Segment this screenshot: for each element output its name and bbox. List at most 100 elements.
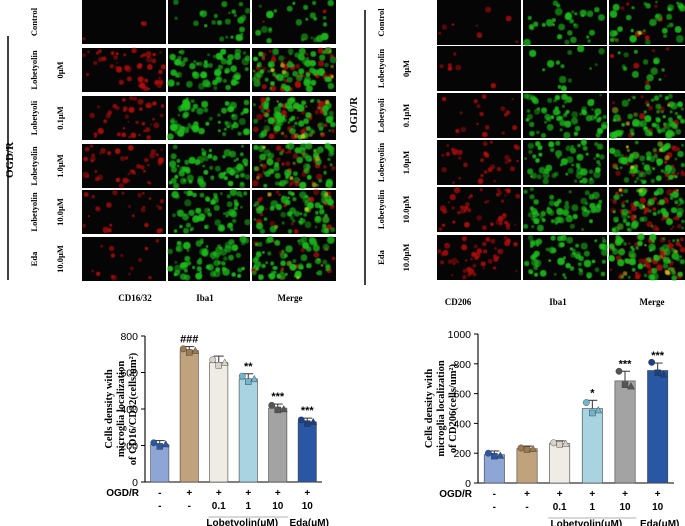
bar <box>179 350 199 483</box>
condition-value: 1 <box>590 502 596 513</box>
micrograph-r1-red <box>82 0 166 44</box>
row-label-agent: Lobetyolin <box>376 49 386 88</box>
condition-row-label: OGD/R <box>106 488 140 499</box>
data-point <box>304 420 311 427</box>
row-label-agent: Control <box>29 7 39 36</box>
data-point <box>621 381 629 388</box>
row-label-agent: Lobetyolin <box>29 50 39 89</box>
micrograph-r4-red <box>82 144 166 189</box>
condition-value: + <box>622 489 628 500</box>
condition-value: - <box>158 501 161 512</box>
data-point <box>268 401 276 409</box>
y-tick-label: 600 <box>453 389 471 401</box>
group-label-eda: Eda(μM) <box>640 519 679 526</box>
group-label-lobetyolin: Lobetyolin(μM) <box>206 518 278 526</box>
condition-value: 0.1 <box>212 501 226 512</box>
row-label-dose: 10.0μM <box>55 245 65 273</box>
micrograph-r6-red <box>82 237 166 281</box>
row-label-agent: Lobetyoli <box>376 98 386 133</box>
micrograph-r5-merge <box>252 188 336 234</box>
left-group-label: OGD/R <box>4 141 16 178</box>
micrograph-r4-merge <box>252 142 336 189</box>
condition-value: + <box>216 488 222 499</box>
micrograph-r2-merge <box>609 46 685 91</box>
micrograph-r5-green <box>168 188 251 234</box>
significance-label: *** <box>619 358 633 370</box>
left-microscopy-panel: OGD/R Control Lobetyolin 0μM Lobetyoli 0.1μM… <box>4 0 337 303</box>
data-point <box>582 399 590 406</box>
row-label-agent: Eda <box>29 251 39 266</box>
data-point <box>496 451 505 459</box>
micrograph-r6-merge <box>608 233 685 281</box>
y-tick-label: 800 <box>120 331 138 343</box>
data-point <box>589 409 596 417</box>
micrograph-r2-red <box>82 47 167 92</box>
bar <box>297 421 317 483</box>
row-label-agent: Lobetyolin <box>376 143 386 182</box>
row-label-dose: 0.1μM <box>55 106 65 129</box>
data-point <box>484 449 492 457</box>
y-tick-label: 0 <box>132 477 138 489</box>
y-tick-label: 1000 <box>448 329 472 341</box>
y-axis-label: Cells density with <box>104 369 115 449</box>
bar-chart-cd1632: 0 200 400 600 800 Cells density with microglia… <box>104 331 329 526</box>
row-label-dose: 0μM <box>401 60 411 77</box>
row-label-agent: Lobetyolin <box>29 146 39 185</box>
condition-value: - <box>493 502 496 513</box>
micrograph-r5-green <box>523 187 607 232</box>
data-point <box>238 372 246 380</box>
row-label-agent: Lobetyolin <box>376 190 386 229</box>
micrograph-r1-green <box>168 0 251 44</box>
condition-value: 1 <box>245 501 251 512</box>
data-point <box>491 452 498 460</box>
row-label-agent: Eda <box>376 249 386 264</box>
y-tick-label: 800 <box>453 359 471 371</box>
bar <box>549 443 571 484</box>
y-tick-label: 600 <box>120 368 138 380</box>
micrograph-r2-green <box>167 48 251 92</box>
data-point <box>659 370 668 378</box>
condition-value: - <box>525 502 528 513</box>
right-col-label-cd206: CD206 <box>445 297 472 307</box>
right-image-grid <box>437 0 685 281</box>
micrograph-r2-merge <box>251 47 337 93</box>
left-col-label-cd1632: CD16/32 <box>118 293 152 303</box>
group-label-eda: Eda(μM) <box>290 518 329 526</box>
data-point <box>561 439 570 447</box>
condition-value: 10 <box>652 502 664 513</box>
row-label-dose: 10.0μM <box>401 244 411 272</box>
row-label-agent: Lobetyoli <box>29 100 39 135</box>
condition-value: + <box>655 489 661 500</box>
y-axis-label: microglia localization <box>436 360 447 456</box>
condition-value: + <box>524 489 530 500</box>
error-bar <box>243 373 254 379</box>
bar <box>516 448 538 484</box>
significance-label: ### <box>180 334 198 346</box>
data-point <box>209 356 217 364</box>
data-point <box>529 444 537 452</box>
data-point <box>186 349 193 356</box>
condition-value: 10 <box>619 502 631 513</box>
data-point <box>627 382 635 390</box>
data-point <box>179 345 187 353</box>
y-axis-label: microglia localization <box>116 361 127 457</box>
right-row-labels: Control Lobetyolin 0μM Lobetyoli 0.1μM Lobety… <box>376 8 411 272</box>
condition-value: + <box>304 488 310 499</box>
condition-value: + <box>557 489 563 500</box>
micrograph-r1-green <box>523 0 607 47</box>
data-point <box>556 441 563 448</box>
bar <box>150 444 170 483</box>
micrograph-r6-merge <box>251 236 336 281</box>
micrograph-r1-red <box>437 0 521 45</box>
micrograph-r5-red <box>82 189 166 234</box>
error-bar <box>213 355 224 363</box>
row-label-dose: 1.0μM <box>401 151 411 174</box>
data-point <box>150 439 158 447</box>
y-tick-label: 400 <box>453 418 471 430</box>
row-label-agent: Control <box>376 8 386 37</box>
micrograph-r5-red <box>437 186 521 232</box>
condition-value: 0.1 <box>553 502 567 513</box>
data-point <box>594 406 603 414</box>
y-tick-label: 0 <box>465 478 471 490</box>
